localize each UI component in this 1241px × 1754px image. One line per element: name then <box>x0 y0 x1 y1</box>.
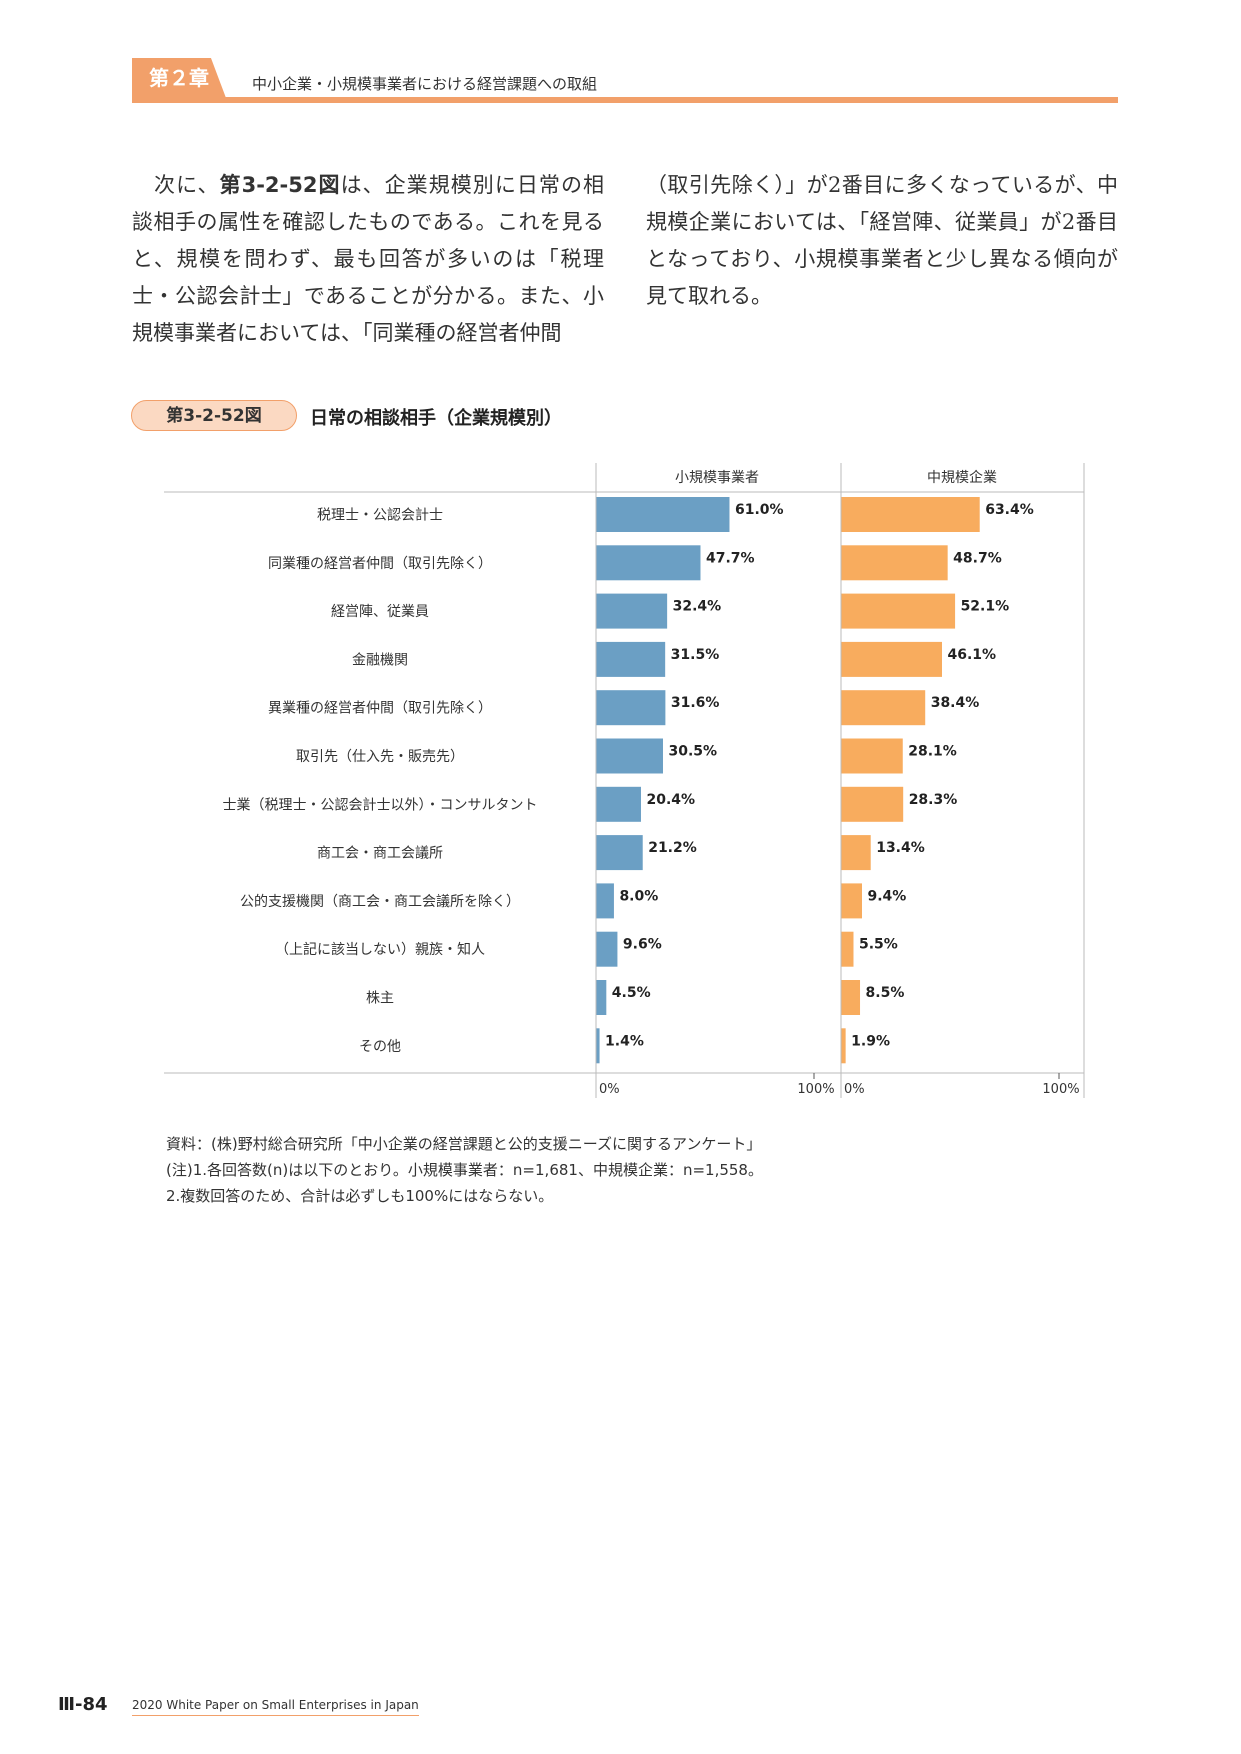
category-label: 金融機関 <box>352 652 408 668</box>
figure-title: 日常の相談相手（企業規模別） <box>310 408 562 429</box>
data-label: 46.1% <box>947 647 996 663</box>
data-label: 1.9% <box>851 1033 890 1049</box>
category-label: 税理士・公認会計士 <box>317 508 443 524</box>
data-label: 32.4% <box>673 599 722 615</box>
data-label: 1.4% <box>605 1033 644 1049</box>
bar-medium <box>841 690 926 726</box>
category-label: （上記に該当しない）親族・知人 <box>275 941 485 958</box>
bar-medium <box>841 1028 846 1064</box>
data-label: 28.1% <box>908 744 957 760</box>
bar-medium <box>841 545 948 581</box>
data-label: 13.4% <box>876 840 925 856</box>
footer-publication: 2020 White Paper on Small Enterprises in… <box>132 1698 419 1716</box>
body-text-pre: 次に、 <box>132 173 220 197</box>
category-label: 異業種の経営者仲間（取引先除く） <box>268 701 492 717</box>
body-paragraph-left: 次に、第3-2-52図は、企業規模別に日常の相談相手の属性を確認したものである。… <box>132 167 604 352</box>
bar-small <box>596 593 668 629</box>
bar-small <box>596 980 607 1015</box>
axis-tick-label: 0% <box>599 1082 620 1097</box>
bar-medium <box>841 593 956 629</box>
body-paragraph-right: （取引先除く）」が2番目に多くなっているが、中規模企業においては、「経営陣、従業… <box>646 173 1118 308</box>
category-label: 株主 <box>366 991 394 1007</box>
figure-badge: 第3-2-52図 <box>131 400 297 431</box>
data-label: 30.5% <box>668 744 717 760</box>
data-label: 38.4% <box>931 695 980 711</box>
body-text-post: は、企業規模別に日常の相談相手の属性を確認したものである。これを見ると、規模を問… <box>132 173 605 345</box>
bar-small <box>596 786 641 822</box>
data-label: 21.2% <box>648 840 697 856</box>
data-label: 31.6% <box>671 695 720 711</box>
bar-medium <box>841 641 942 677</box>
figure-notes: 資料：(株)野村総合研究所「中小企業の経営課題と公的支援ニーズに関するアンケート… <box>166 1131 763 1209</box>
category-label: 取引先（仕入先・販売先） <box>296 749 464 765</box>
panel-header-0: 小規模事業者 <box>675 470 759 486</box>
bar-small <box>596 835 643 871</box>
chapter-tab: 第２章 <box>132 58 226 98</box>
bar-medium <box>841 883 862 919</box>
category-label: 士業（税理士・公認会計士以外）・コンサルタント <box>223 797 538 813</box>
category-label: 商工会・商工会議所 <box>317 845 443 862</box>
data-label: 28.3% <box>909 792 958 808</box>
bar-small <box>596 1028 600 1064</box>
bar-medium <box>841 835 871 871</box>
axis-tick-label: 0% <box>844 1082 865 1097</box>
bar-medium <box>841 497 980 532</box>
data-label: 8.0% <box>619 888 658 904</box>
note-2: 2.複数回答のため、合計は必ずしも100%にはならない。 <box>166 1187 554 1205</box>
note-source: 資料：(株)野村総合研究所「中小企業の経営課題と公的支援ニーズに関するアンケート… <box>166 1135 762 1153</box>
data-label: 47.7% <box>706 550 755 566</box>
axis-tick-label: 100% <box>1042 1082 1079 1097</box>
bar-medium <box>841 931 854 967</box>
note-1: (注)1.各回答数(n)は以下のとおり。小規模事業者：n=1,681、中規模企業… <box>166 1161 763 1179</box>
bar-small <box>596 641 666 677</box>
bar-medium <box>841 738 903 774</box>
bar-small <box>596 690 666 726</box>
category-label: 公的支援機関（商工会・商工会議所を除く） <box>240 893 520 910</box>
category-label: その他 <box>359 1039 401 1055</box>
data-label: 52.1% <box>961 599 1010 615</box>
bar-small <box>596 883 614 919</box>
bar-small <box>596 738 663 774</box>
header-rule <box>132 97 1118 103</box>
panel-header-1: 中規模企業 <box>927 469 997 486</box>
bar-medium <box>841 980 861 1015</box>
data-label: 48.7% <box>953 550 1002 566</box>
bar-small <box>596 497 730 532</box>
page-number: Ⅲ-84 <box>58 1694 108 1715</box>
data-label: 63.4% <box>985 502 1034 518</box>
category-label: 経営陣、従業員 <box>331 604 429 620</box>
chapter-title: 中小企業・小規模事業者における経営課題への取組 <box>252 75 598 93</box>
axis-tick-label: 100% <box>797 1082 834 1097</box>
data-label: 4.5% <box>612 985 651 1001</box>
data-label: 5.5% <box>859 937 898 953</box>
data-label: 8.5% <box>866 985 905 1001</box>
bar-small <box>596 931 618 967</box>
category-label: 同業種の経営者仲間（取引先除く） <box>268 556 492 572</box>
data-label: 20.4% <box>646 792 695 808</box>
data-label: 9.4% <box>867 888 906 904</box>
bar-medium <box>841 786 904 822</box>
bar-small <box>596 545 701 581</box>
data-label: 31.5% <box>671 647 720 663</box>
figure-reference: 第3-2-52図 <box>219 173 341 197</box>
data-label: 9.6% <box>623 937 662 953</box>
data-label: 61.0% <box>735 502 784 518</box>
